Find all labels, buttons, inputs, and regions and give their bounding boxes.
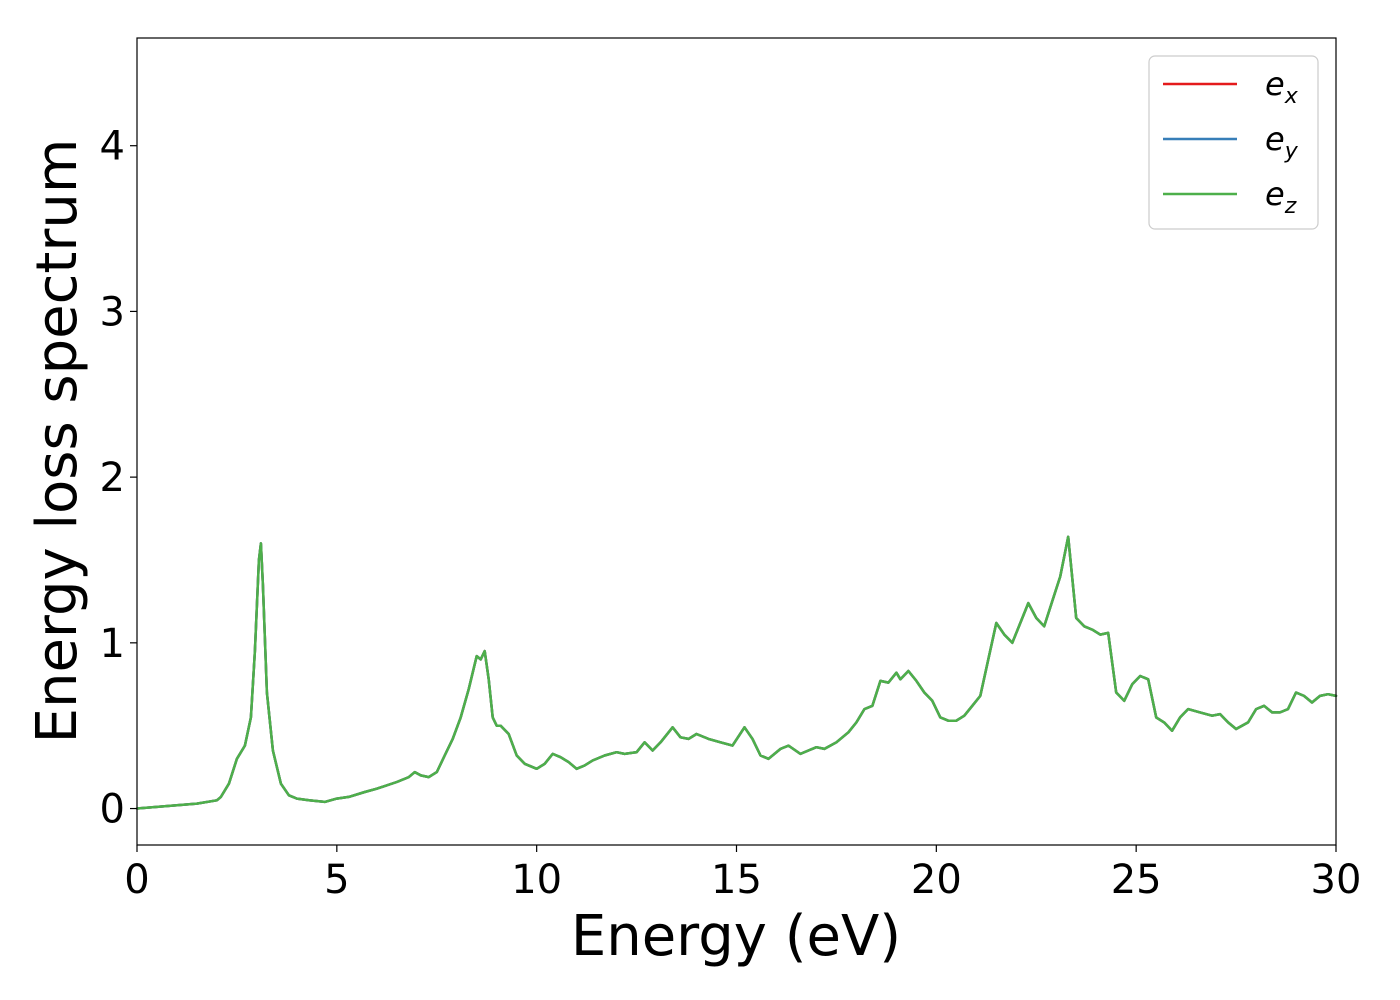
series-lines <box>135 535 1338 810</box>
y-axis-label: Energy loss spectrum <box>25 139 90 744</box>
x-tick-label: 15 <box>711 857 762 903</box>
y-tick-label: 2 <box>100 455 125 501</box>
legend: ex ey ez <box>1148 55 1319 230</box>
y-tick-label: 0 <box>100 787 125 833</box>
x-tick-label: 10 <box>511 857 562 903</box>
axes: 0 5 10 15 20 25 30 0 1 2 3 4 <box>100 37 1362 903</box>
legend-box <box>1148 55 1319 230</box>
x-tick-label: 0 <box>124 857 149 903</box>
series-line-ex <box>135 535 1338 810</box>
y-tick-label: 1 <box>100 621 125 667</box>
y-tick-label: 3 <box>100 289 125 335</box>
x-tick-label: 5 <box>324 857 349 903</box>
legend-label-ez: ez <box>1265 175 1297 219</box>
x-tick-label: 20 <box>911 857 962 903</box>
x-tick-label: 30 <box>1311 857 1362 903</box>
y-tick-label: 4 <box>100 124 125 170</box>
series-line-ez <box>135 535 1338 810</box>
x-tick-label: 25 <box>1111 857 1162 903</box>
legend-label-ey: ey <box>1265 120 1299 164</box>
series-line-ey <box>135 535 1338 810</box>
legend-label-ex: ex <box>1265 65 1299 109</box>
x-axis-label: Energy (eV) <box>571 904 901 969</box>
